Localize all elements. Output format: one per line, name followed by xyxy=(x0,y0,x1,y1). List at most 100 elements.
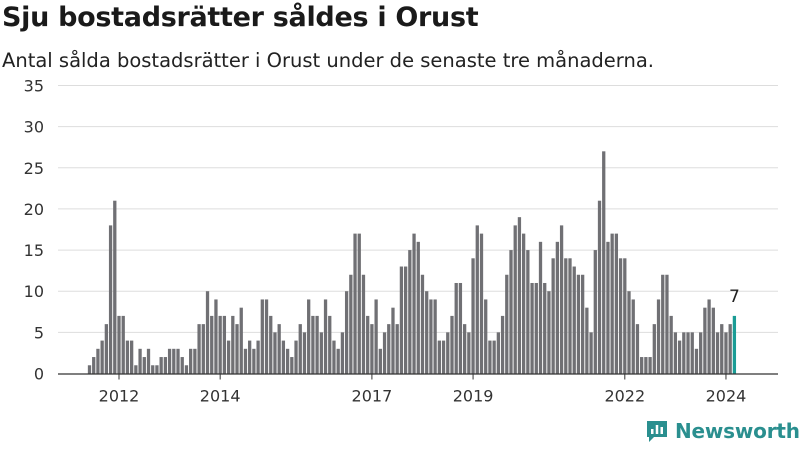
bar xyxy=(471,258,475,374)
bar xyxy=(602,151,606,374)
bar xyxy=(547,291,551,374)
bar xyxy=(256,340,260,374)
bar xyxy=(323,299,328,374)
y-tick-label: 30 xyxy=(24,118,44,137)
y-tick-label: 15 xyxy=(24,241,44,260)
bar xyxy=(336,348,340,374)
bar xyxy=(332,340,336,374)
bar xyxy=(505,274,509,374)
bar xyxy=(648,357,652,374)
bar xyxy=(167,348,172,374)
bar xyxy=(686,332,690,374)
bar xyxy=(176,348,180,374)
y-tick-label: 5 xyxy=(34,323,44,342)
bar xyxy=(184,365,189,374)
bar xyxy=(290,357,294,374)
bar xyxy=(572,266,576,374)
bar xyxy=(340,332,345,374)
bar xyxy=(370,324,374,374)
bar xyxy=(555,241,560,374)
bar xyxy=(151,365,155,374)
bar xyxy=(361,274,366,374)
x-tick-label: 2014 xyxy=(200,387,241,406)
bar xyxy=(707,299,711,374)
bar xyxy=(96,348,100,374)
bar xyxy=(163,357,168,374)
bar xyxy=(210,315,214,374)
bar xyxy=(627,291,631,374)
bar xyxy=(534,282,538,374)
y-axis-ticks: 0 5 10 15 20 25 30 35 xyxy=(24,77,44,384)
bar xyxy=(728,324,732,374)
bar xyxy=(711,307,715,374)
bar xyxy=(614,233,619,374)
bar xyxy=(302,332,307,374)
bar xyxy=(682,332,686,374)
x-tick-label: 2024 xyxy=(706,387,747,406)
bar xyxy=(450,315,454,374)
bar xyxy=(581,274,585,374)
bar xyxy=(382,332,387,374)
page-subtitle: Antal sålda bostadsrätter i Orust under … xyxy=(2,49,654,72)
bar xyxy=(593,250,597,374)
bar xyxy=(277,324,281,374)
bar xyxy=(694,348,699,374)
bar xyxy=(564,258,568,374)
bar xyxy=(441,340,446,374)
bar xyxy=(522,233,526,374)
bar xyxy=(488,340,492,374)
bar xyxy=(568,258,572,374)
latest-value-label: 7 xyxy=(729,287,740,307)
bar xyxy=(433,299,437,374)
bar xyxy=(391,307,395,374)
bar xyxy=(585,307,589,374)
bar xyxy=(344,291,349,374)
bar xyxy=(100,340,104,374)
bar xyxy=(530,282,534,374)
bar xyxy=(606,241,610,374)
bar xyxy=(269,315,273,374)
bar xyxy=(429,299,433,374)
y-tick-label: 20 xyxy=(24,200,44,219)
bar xyxy=(690,332,694,374)
page-title: Sju bostadsrätter såldes i Orust xyxy=(2,2,479,33)
bar xyxy=(387,324,391,374)
newsworthy-logo-icon xyxy=(647,421,667,442)
bar xyxy=(720,324,724,374)
bar xyxy=(500,315,505,374)
bar xyxy=(214,299,218,374)
bar xyxy=(408,250,412,374)
bar xyxy=(509,250,513,374)
bar xyxy=(235,324,239,374)
bar xyxy=(319,332,323,374)
bar xyxy=(92,357,96,374)
y-tick-label: 25 xyxy=(24,159,44,178)
x-axis-ticks: 2012 2014 2017 2019 2022 2024 xyxy=(99,373,747,406)
bar xyxy=(134,365,138,374)
bar xyxy=(374,299,378,374)
bar xyxy=(239,307,243,374)
bar xyxy=(446,332,450,374)
bar xyxy=(652,324,656,374)
bar xyxy=(366,315,370,374)
bar xyxy=(437,340,441,374)
bar xyxy=(665,274,669,374)
bar xyxy=(412,233,416,374)
bar xyxy=(715,332,720,374)
bar xyxy=(618,258,623,374)
x-tick-label: 2017 xyxy=(352,387,393,406)
bar xyxy=(180,357,184,374)
bar xyxy=(130,340,134,374)
bar xyxy=(454,282,458,374)
bar xyxy=(248,340,252,374)
bar xyxy=(475,225,479,374)
bar xyxy=(526,250,530,374)
bar xyxy=(155,365,159,374)
bar xyxy=(661,274,665,374)
bar xyxy=(294,340,298,374)
bar xyxy=(108,225,113,374)
bar-latest xyxy=(732,315,737,374)
bar xyxy=(656,299,661,374)
bar xyxy=(142,357,146,374)
